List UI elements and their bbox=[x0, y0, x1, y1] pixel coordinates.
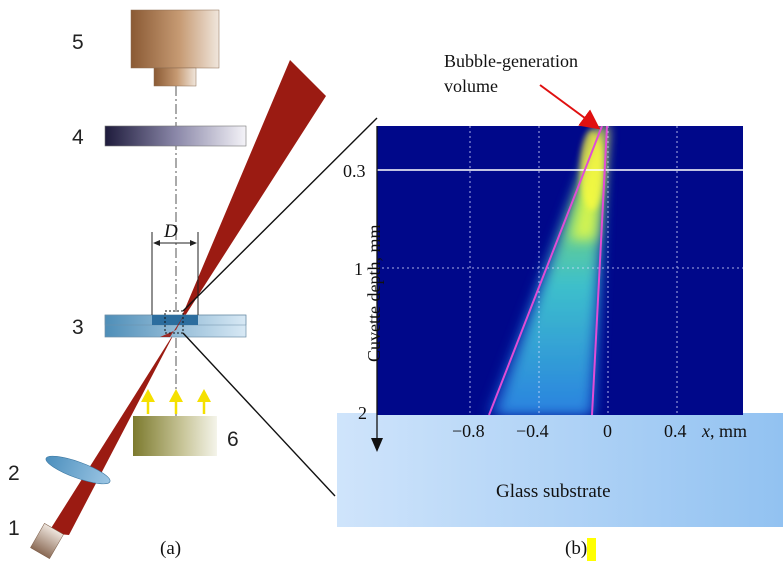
y-tick-2: 2 bbox=[358, 403, 367, 423]
y-tick-1: 1 bbox=[354, 259, 363, 279]
heatmap bbox=[377, 126, 743, 415]
illumination-arrows bbox=[141, 389, 211, 414]
x-tick-0: 0 bbox=[603, 421, 612, 441]
annotation-arrow bbox=[539, 84, 601, 130]
caption-highlight bbox=[587, 538, 596, 561]
zoom-box bbox=[164, 310, 184, 334]
diameter-dimension bbox=[151, 232, 199, 315]
annotation-line2: volume bbox=[444, 76, 498, 96]
label-6: 6 bbox=[227, 428, 239, 451]
x-tick-0.4: 0.4 bbox=[664, 421, 687, 441]
panel-a: D 5 4 3 6 2 1 (a) bbox=[8, 9, 326, 559]
x-tick-neg0.8: −0.8 bbox=[452, 421, 485, 441]
glass-label: Glass substrate bbox=[496, 481, 611, 502]
grid bbox=[377, 126, 743, 415]
zoom-line-top bbox=[182, 117, 378, 312]
annotation-line1: Bubble-generation bbox=[444, 51, 578, 71]
cone-edge-right bbox=[591, 126, 608, 415]
label-3: 3 bbox=[72, 316, 84, 339]
label-D: D bbox=[163, 221, 178, 242]
laser-beam-out bbox=[176, 60, 326, 330]
laser-source bbox=[30, 523, 64, 559]
x-axis-label: x, mm bbox=[701, 421, 747, 441]
y-axis-label: Cuvette depth, mm bbox=[364, 225, 384, 362]
glass-substrate bbox=[337, 413, 783, 527]
zoom-line-bottom bbox=[182, 332, 336, 497]
laser-beam-in bbox=[48, 330, 176, 535]
camera bbox=[130, 9, 220, 87]
y-tick-0.3: 0.3 bbox=[343, 161, 366, 181]
caption-b: (b) bbox=[565, 538, 587, 559]
label-5: 5 bbox=[72, 31, 84, 54]
label-2: 2 bbox=[8, 462, 20, 485]
label-4: 4 bbox=[72, 126, 84, 149]
panel-b: Glass substrate bbox=[337, 51, 783, 561]
lens bbox=[45, 455, 111, 485]
label-1: 1 bbox=[8, 517, 20, 540]
cone-edge-left bbox=[488, 126, 603, 415]
filter bbox=[104, 125, 247, 147]
cuvette bbox=[104, 314, 247, 338]
lamp bbox=[133, 416, 217, 456]
x-tick-neg0.4: −0.4 bbox=[516, 421, 549, 441]
caption-a: (a) bbox=[160, 538, 181, 559]
